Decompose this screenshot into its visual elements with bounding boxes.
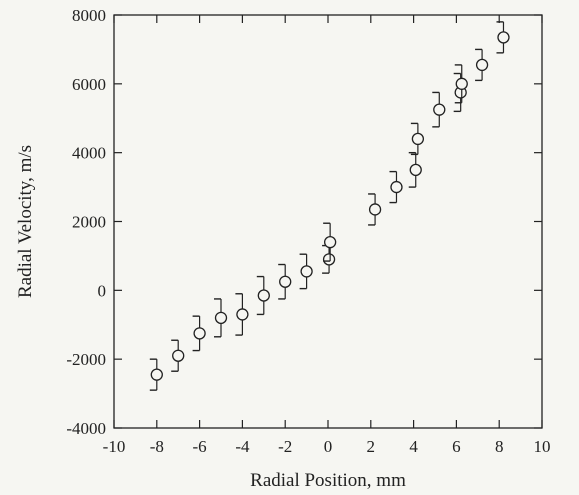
x-tick-label: 8 (495, 437, 504, 456)
x-tick-label: -8 (150, 437, 164, 456)
x-tick-label: 0 (324, 437, 333, 456)
y-axis: -4000 -2000 0 2000 4000 6000 8000 (66, 6, 542, 438)
data-point (390, 180, 403, 194)
x-tick-label: -6 (193, 437, 207, 456)
y-tick-label: 0 (98, 281, 107, 300)
data-point (497, 31, 510, 44)
y-tick-label: 2000 (72, 213, 106, 232)
x-tick-label: 6 (452, 437, 461, 456)
data-point (214, 311, 228, 325)
x-tick-label: -10 (103, 437, 126, 456)
y-tick-label: 8000 (72, 6, 106, 25)
data-point (368, 203, 382, 216)
y-tick-label: 4000 (72, 144, 106, 163)
x-tick-label: 2 (367, 437, 376, 456)
data-point (323, 235, 337, 249)
x-tick-label: -2 (278, 437, 292, 456)
data-point (236, 308, 249, 321)
x-tick-label: 4 (409, 437, 418, 456)
data-point (433, 103, 446, 116)
data-point (322, 253, 336, 266)
data-point (279, 275, 292, 288)
data-point (172, 349, 185, 362)
data-point (475, 58, 489, 72)
x-axis-title: Radial Position, mm (250, 470, 406, 491)
y-axis-title: Radial Velocity, m/s (15, 145, 36, 298)
data-points (149, 21, 510, 391)
y-tick-label: 6000 (72, 75, 106, 94)
data-point (409, 163, 422, 177)
data-point (455, 77, 468, 90)
data-point (257, 289, 270, 302)
x-tick-label: 10 (534, 437, 551, 456)
y-tick-label: -4000 (66, 419, 106, 438)
x-axis: -10 -8 -6 -4 -2 0 2 4 6 8 10 (103, 15, 551, 456)
data-point (300, 265, 313, 278)
x-tick-label: -4 (235, 437, 250, 456)
data-point (150, 368, 163, 381)
data-point (193, 327, 206, 340)
data-point (411, 132, 425, 146)
y-tick-label: -2000 (66, 350, 106, 369)
